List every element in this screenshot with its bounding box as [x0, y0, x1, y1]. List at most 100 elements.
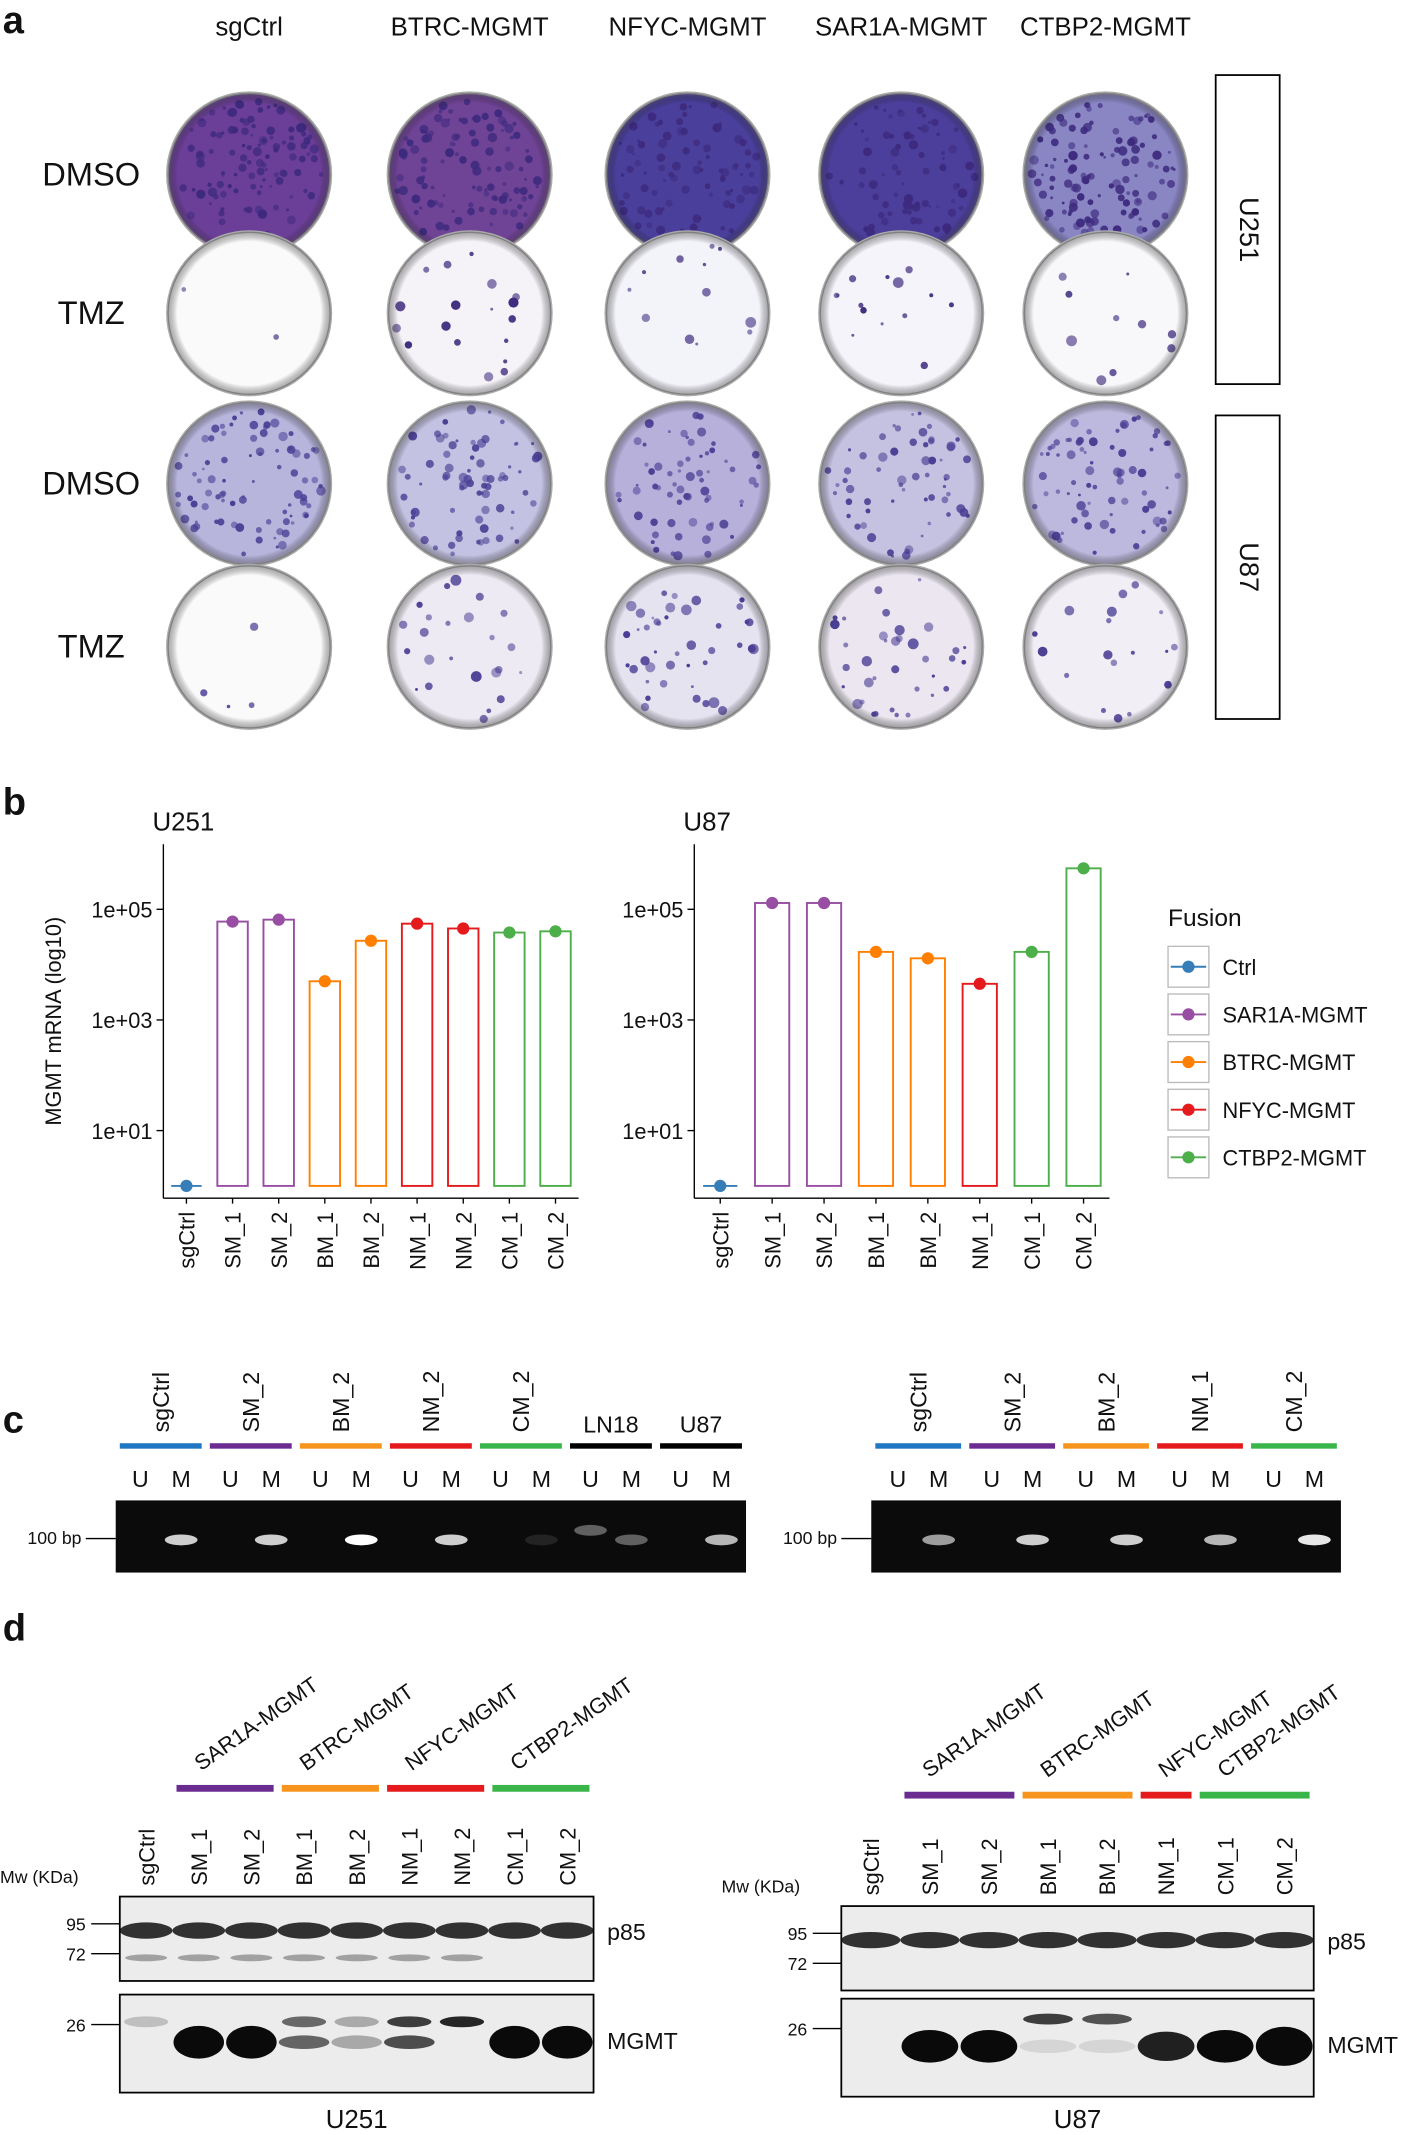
lane-label: NM_2	[450, 1828, 475, 1886]
dish-rim	[819, 401, 983, 566]
dish-rim	[819, 231, 983, 395]
sample-bar	[969, 1443, 1056, 1449]
dish-rim	[387, 92, 552, 257]
mgmt-band	[1082, 2013, 1132, 2025]
lane-label: U	[983, 1466, 1000, 1492]
group-bar	[904, 1791, 1015, 1799]
bar	[805, 902, 843, 1187]
size-marker: 100 bp	[27, 1528, 81, 1548]
column-label: CTBP2-MGMT	[1020, 14, 1191, 42]
lane-label: M	[532, 1466, 551, 1492]
lane-label: M	[1305, 1466, 1324, 1492]
sample-label: CM_2	[508, 1371, 534, 1433]
lane-label: BM_1	[292, 1829, 317, 1886]
mw-label: Mw (KDa)	[0, 1867, 79, 1887]
lane-label: BM_1	[1036, 1838, 1061, 1895]
culture-dish	[604, 91, 771, 258]
protein-label: p85	[607, 1919, 646, 1945]
dish-rim	[1023, 92, 1188, 257]
culture-dish	[1022, 230, 1189, 397]
mgmt-band	[1255, 2026, 1313, 2066]
dish-rim	[605, 565, 770, 729]
mw-marker: 72	[788, 1954, 808, 1974]
p85-band	[172, 1922, 226, 1939]
bar	[857, 950, 895, 1187]
lane-label: U	[582, 1466, 599, 1492]
lane-label: U	[492, 1466, 509, 1492]
data-point	[973, 977, 986, 990]
x-tick-label: BM_2	[916, 1212, 941, 1269]
culture-dish	[818, 91, 985, 258]
mgmt-band	[226, 2025, 277, 2059]
dish-rim	[819, 565, 983, 729]
sample-bar	[119, 1443, 202, 1449]
sample-label: sgCtrl	[905, 1372, 931, 1432]
data-point	[503, 926, 516, 939]
x-tick-label: SM_1	[221, 1212, 246, 1269]
x-tick-label: CM_2	[544, 1212, 569, 1270]
x-tick-label: sgCtrl	[708, 1212, 733, 1269]
culture-dish	[818, 563, 985, 730]
row-label: DMSO	[42, 155, 140, 192]
mw-marker: 26	[788, 2019, 808, 2039]
sample-bar	[1157, 1443, 1243, 1449]
group-bar	[1022, 1791, 1133, 1799]
group-label: BTRC-MGMT	[1036, 1685, 1159, 1782]
data-point	[226, 915, 239, 928]
x-tick-label: SM_1	[760, 1212, 785, 1269]
culture-dish	[1022, 400, 1189, 567]
bar	[400, 922, 434, 1187]
mgmt-band	[541, 2025, 593, 2059]
culture-dish	[818, 400, 985, 567]
mgmt-band	[387, 2016, 432, 2028]
culture-dish	[604, 400, 771, 567]
panel-label: c	[3, 1399, 24, 1441]
data-point	[869, 945, 883, 959]
lane-label: M	[352, 1466, 371, 1492]
minor-band	[125, 1954, 168, 1962]
blot	[840, 1905, 1315, 1992]
sample-bar	[389, 1443, 472, 1449]
y-axis-label: MGMT mRNA (log10)	[41, 917, 66, 1126]
lane-label: U	[672, 1466, 689, 1492]
lane-label: CM_2	[555, 1828, 580, 1886]
gel-band	[434, 1534, 468, 1546]
gel-band	[164, 1534, 198, 1546]
sample-bar	[875, 1443, 962, 1449]
dish-rim	[1023, 231, 1188, 395]
gel-band	[574, 1524, 607, 1536]
sample-bar	[299, 1443, 382, 1449]
lane-label: U	[222, 1466, 239, 1492]
lane-label: BM_2	[1095, 1838, 1120, 1895]
panel-label: b	[3, 781, 26, 823]
mgmt-band	[1196, 2029, 1254, 2063]
p85-band	[900, 1931, 960, 1949]
data-point	[714, 1179, 727, 1193]
legend-label: SAR1A-MGMT	[1222, 1003, 1367, 1028]
sample-label: NM_2	[418, 1371, 444, 1433]
chart-title: U87	[683, 809, 730, 837]
lane-label: SM_2	[977, 1838, 1002, 1895]
culture-dish	[386, 400, 553, 567]
gel-band	[1016, 1534, 1049, 1546]
bar	[354, 939, 388, 1187]
legend-label: NFYC-MGMT	[1222, 1098, 1355, 1123]
blot-cell-line: U87	[1054, 2106, 1101, 2134]
sample-bar	[570, 1443, 652, 1449]
data-point	[766, 896, 779, 910]
data-point	[318, 975, 331, 988]
protein-label: MGMT	[1327, 2032, 1398, 2058]
culture-dish	[166, 230, 333, 397]
sample-label: BM_2	[1093, 1372, 1119, 1432]
sample-label: sgCtrl	[148, 1372, 174, 1432]
sample-bar	[660, 1443, 742, 1449]
lane-label: M	[442, 1466, 461, 1492]
minor-band	[177, 1954, 220, 1962]
minor-band	[388, 1954, 431, 1962]
bar	[1013, 950, 1050, 1187]
bar	[216, 920, 249, 1187]
bar	[447, 927, 480, 1187]
lane-label: sgCtrl	[134, 1829, 159, 1886]
bar	[539, 930, 572, 1187]
